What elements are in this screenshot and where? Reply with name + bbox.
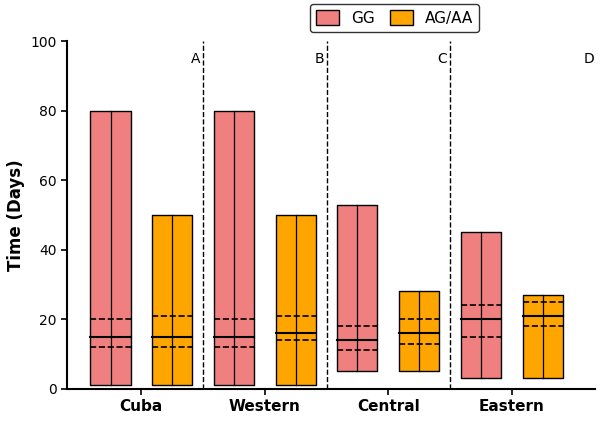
- Text: B: B: [314, 52, 324, 66]
- Y-axis label: Time (Days): Time (Days): [7, 159, 25, 271]
- Legend: GG, AG/AA: GG, AG/AA: [309, 4, 479, 32]
- Text: C: C: [438, 52, 447, 66]
- Text: A: A: [191, 52, 200, 66]
- Text: D: D: [583, 52, 594, 66]
